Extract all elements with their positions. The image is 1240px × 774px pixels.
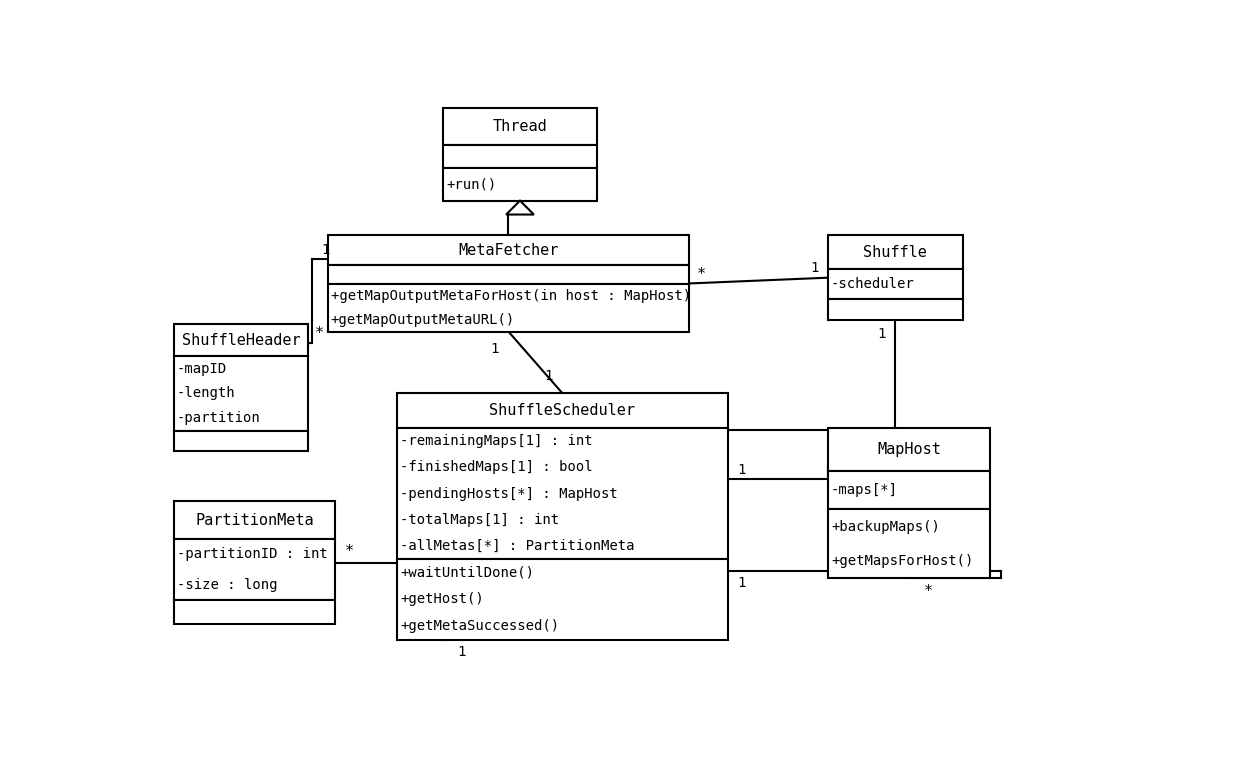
- Text: ShuffleScheduler: ShuffleScheduler: [490, 403, 635, 418]
- Bar: [397, 393, 728, 428]
- Text: +getMapsForHost(): +getMapsForHost(): [831, 554, 973, 568]
- Text: +backupMaps(): +backupMaps(): [831, 519, 940, 533]
- Text: 1: 1: [738, 576, 746, 590]
- Text: -allMetas[*] : PartitionMeta: -allMetas[*] : PartitionMeta: [399, 539, 635, 553]
- Bar: [397, 428, 728, 559]
- Text: MapHost: MapHost: [877, 442, 941, 457]
- Text: 1: 1: [878, 327, 885, 341]
- Text: -pendingHosts[*] : MapHost: -pendingHosts[*] : MapHost: [399, 487, 618, 501]
- Text: -size : long: -size : long: [176, 578, 277, 592]
- Text: *: *: [315, 326, 325, 341]
- Text: +getMetaSuccessed(): +getMetaSuccessed(): [399, 619, 559, 633]
- Text: MetaFetcher: MetaFetcher: [459, 243, 559, 258]
- Text: *: *: [697, 267, 706, 282]
- Text: 1: 1: [544, 369, 553, 383]
- Bar: [174, 324, 309, 356]
- Text: +run(): +run(): [446, 177, 496, 191]
- Bar: [828, 471, 990, 509]
- Text: 1: 1: [490, 341, 498, 355]
- Text: -maps[*]: -maps[*]: [831, 483, 898, 497]
- Text: -mapID: -mapID: [176, 361, 227, 375]
- Text: -partition: -partition: [176, 411, 260, 425]
- Text: -remainingMaps[1] : int: -remainingMaps[1] : int: [399, 434, 593, 448]
- Text: +getHost(): +getHost(): [399, 592, 484, 606]
- Text: *: *: [345, 544, 353, 560]
- Text: Shuffle: Shuffle: [863, 245, 928, 259]
- Bar: [327, 284, 689, 331]
- Bar: [174, 356, 309, 430]
- Bar: [828, 269, 962, 299]
- Polygon shape: [506, 200, 534, 214]
- Text: 1: 1: [458, 645, 466, 659]
- Bar: [327, 235, 689, 265]
- Bar: [174, 430, 309, 451]
- Text: 1: 1: [321, 243, 330, 257]
- Text: 1: 1: [738, 463, 746, 478]
- Text: -scheduler: -scheduler: [831, 277, 915, 291]
- Text: ShuffleHeader: ShuffleHeader: [181, 333, 300, 348]
- Text: PartitionMeta: PartitionMeta: [195, 512, 314, 528]
- Bar: [174, 601, 335, 624]
- Text: -totalMaps[1] : int: -totalMaps[1] : int: [399, 512, 559, 526]
- Bar: [828, 428, 990, 471]
- Text: -length: -length: [176, 386, 236, 400]
- Text: +getMapOutputMetaForHost(in host : MapHost): +getMapOutputMetaForHost(in host : MapHo…: [331, 289, 691, 303]
- Text: -partitionID : int: -partitionID : int: [176, 547, 327, 561]
- Bar: [443, 108, 596, 145]
- Bar: [828, 509, 990, 578]
- Bar: [828, 235, 962, 269]
- Bar: [327, 265, 689, 284]
- Bar: [443, 145, 596, 168]
- Text: *: *: [924, 584, 932, 599]
- Bar: [174, 501, 335, 539]
- Bar: [397, 559, 728, 639]
- Text: 1: 1: [810, 262, 818, 276]
- Text: +getMapOutputMetaURL(): +getMapOutputMetaURL(): [331, 313, 515, 327]
- Bar: [174, 539, 335, 601]
- Bar: [443, 168, 596, 200]
- Text: +waitUntilDone(): +waitUntilDone(): [399, 565, 534, 579]
- Text: -finishedMaps[1] : bool: -finishedMaps[1] : bool: [399, 461, 593, 474]
- Text: Thread: Thread: [492, 119, 547, 134]
- Bar: [828, 299, 962, 320]
